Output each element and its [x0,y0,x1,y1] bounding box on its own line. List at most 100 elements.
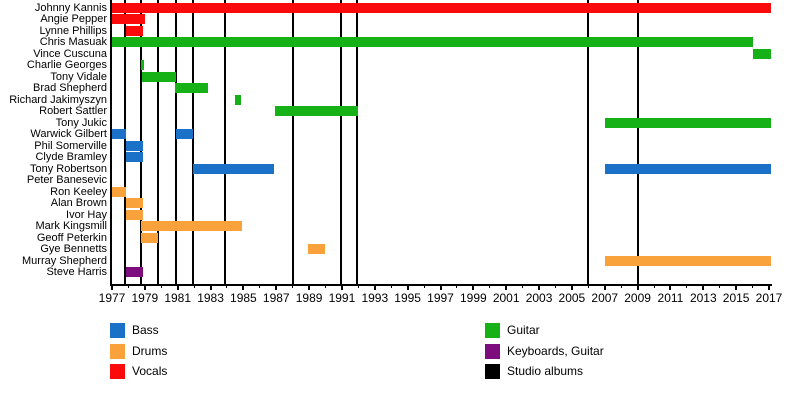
axis-major-tick [439,284,442,290]
axis-major-tick [340,284,343,290]
member-name-label: Chris Masuak [39,36,107,49]
member-name-label: Mark Kingsmill [35,220,107,233]
axis-major-tick [275,284,278,290]
studio-album-line [291,0,294,284]
legend: Bass Drums Vocals Guitar Keyboards, Guit… [0,323,800,393]
axis-minor-tick [456,284,458,288]
axis-minor-tick [587,284,589,288]
legend-label-vocals: Vocals [132,364,168,378]
axis-minor-tick [653,284,655,288]
member-name-label: Ivor Hay [66,208,107,221]
legend-item-drums: Drums [110,343,167,359]
vocals-color-swatch [110,364,125,379]
axis-major-tick [603,284,606,290]
axis-year-label: 1981 [164,291,192,305]
member-name-label: Clyde Bramley [35,151,107,164]
axis-year-label: 2011 [657,291,684,305]
axis-year-label: 1999 [459,291,487,305]
legend-label-guitar: Guitar [507,323,540,337]
axis-major-tick [373,284,376,290]
member-name-label: Peter Banesevic [26,174,107,187]
axis-major-tick [143,284,146,290]
studio-album-line [356,0,359,284]
axis-year-label: 1991 [328,291,356,305]
axis-major-tick [570,284,573,290]
axis-major-tick [505,284,508,290]
axis-minor-tick [686,284,688,288]
timeline-bar-guitar [604,117,771,128]
axis-minor-tick [620,284,622,288]
studio-album-line [175,0,178,284]
axis-year-label: 2003 [525,291,553,305]
axis-year-label: 2009 [624,291,651,305]
axis-minor-tick [259,284,261,288]
member-name-label: Vince Cuscuna [33,47,107,60]
member-name-label: Tony Robertson [29,162,107,175]
legend-item-bass: Bass [110,323,167,338]
axis-year-label: 2001 [492,291,520,305]
member-name-label: Ron Keeley [50,185,107,198]
keyboards-guitar-color-swatch [485,343,500,359]
axis-minor-tick [127,284,129,288]
axis-minor-tick [357,284,359,288]
axis-year-label: 1977 [98,291,126,305]
member-name-label: Alan Brown [50,197,107,210]
timeline-bar-bass [112,129,126,140]
axis-year-label: 1987 [262,291,290,305]
legend-column-left: Bass Drums Vocals [110,323,167,379]
axis-minor-tick [193,284,195,288]
axis-minor-tick [390,284,392,288]
timeline-bar-bass [125,152,144,163]
axis-minor-tick [554,284,556,288]
axis-major-tick [176,284,179,290]
axis-year-label: 1983 [197,291,224,305]
axis-major-tick [768,284,770,290]
bass-color-swatch [110,323,125,338]
timeline-bar-guitar [752,48,771,59]
member-name-label: Johnny Kannis [34,1,107,14]
studio-album-line [156,0,159,284]
member-name-label: Brad Shepherd [33,82,107,95]
timeline-bar-drums [141,232,158,243]
axis-major-tick [111,284,113,290]
axis-year-label: 1985 [230,291,257,305]
timeline-bar-drums [308,244,325,255]
axis-minor-tick [160,284,162,288]
guitar-color-swatch [485,323,500,338]
axis-major-tick [669,284,672,290]
axis-major-tick [538,284,541,290]
member-name-label: Steve Harris [46,266,107,279]
drums-color-swatch [110,343,125,359]
member-name-label: Gye Bennetts [40,243,107,256]
timeline-bar-vocals [112,14,145,25]
timeline-bar-bass [125,140,144,151]
axis-year-label: 2017 [755,291,783,305]
legend-column-right: Guitar Keyboards, Guitar Studio albums [485,323,604,379]
timeline-bar-vocals [112,2,771,13]
timeline-bar-guitar [235,94,241,105]
timeline-bar-guitar [274,106,359,117]
timeline-bar-drums [141,221,242,232]
axis-major-tick [735,284,738,290]
axis-year-label: 1989 [295,291,323,305]
axis-year-label: 2005 [558,291,586,305]
axis-minor-tick [325,284,327,288]
member-name-label: Robert Sattler [39,105,107,118]
studio-album-line [587,0,590,284]
studio-albums-color-swatch [485,364,500,379]
timeline-bar-keyboards-guitar [125,267,144,278]
timeline-bar-drums [125,209,144,220]
timeline-bar-guitar [141,60,145,71]
axis-year-label: 1997 [427,291,454,305]
timeline-bar-bass [193,163,274,174]
studio-album-line [192,0,195,284]
axis-year-label: 1995 [394,291,421,305]
member-name-label: Warwick Gilbert [30,128,107,141]
axis-year-label: 2007 [591,291,619,305]
axis-major-tick [636,284,639,290]
legend-item-guitar: Guitar [485,323,604,338]
member-name-label: Murray Shepherd [22,254,107,267]
axis-minor-tick [226,284,228,288]
